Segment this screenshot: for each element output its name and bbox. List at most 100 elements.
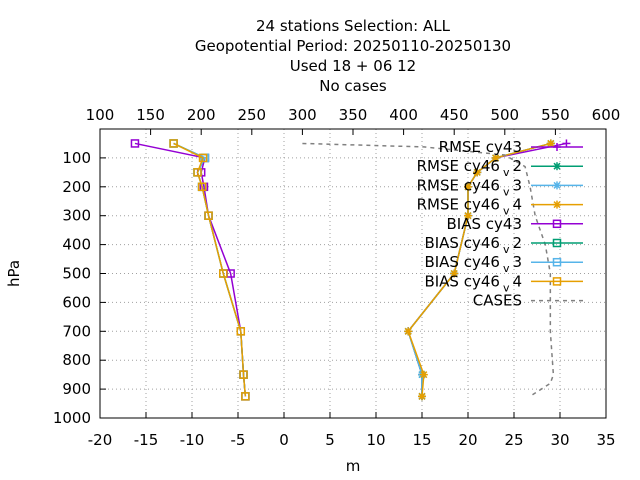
legend-label-sub: v xyxy=(503,205,510,218)
title-line-3: Used 18 + 06 12 xyxy=(289,57,417,75)
marker-part xyxy=(198,153,208,163)
legend-label-tail: 3 xyxy=(512,253,522,271)
data-point xyxy=(197,182,207,192)
data-point xyxy=(193,168,202,177)
marker-part xyxy=(420,371,428,379)
legend-sample-marker xyxy=(553,181,561,190)
legend-label-sub: v xyxy=(503,185,510,198)
legend-label-main: BIAS cy46 xyxy=(424,272,499,290)
data-point xyxy=(239,370,248,379)
marker-part xyxy=(552,238,562,248)
data-point xyxy=(450,269,459,278)
legend-label-tail: 3 xyxy=(512,176,522,194)
legend-label-sub: v xyxy=(503,166,510,179)
legend-label: BIAS cy46 v 4 xyxy=(424,272,522,294)
data-point xyxy=(169,139,178,148)
legend-label-main: RMSE cy43 xyxy=(439,138,522,156)
legend-label-main: RMSE cy46 xyxy=(417,176,500,194)
marker-part xyxy=(553,201,561,209)
marker-part xyxy=(492,154,500,162)
title-line-2: Geopotential Period: 20250110-20250130 xyxy=(194,37,512,55)
legend-sample-marker xyxy=(553,200,561,209)
marker-part xyxy=(236,327,246,336)
legend-label-sub: v xyxy=(503,243,510,256)
x-tick-label: -15 xyxy=(134,431,159,449)
x2-tick-label: 350 xyxy=(339,106,368,124)
legend-label-sub: v xyxy=(503,262,510,275)
legend-label-main: RMSE cy46 xyxy=(417,157,500,175)
legend-sample-marker xyxy=(553,162,561,171)
marker-part xyxy=(464,183,472,191)
legend-label-tail: 4 xyxy=(512,196,522,214)
marker-part xyxy=(239,370,248,379)
x2-tick-label: 450 xyxy=(440,106,469,124)
x-tick-label: 5 xyxy=(325,431,335,449)
y-tick-label: 200 xyxy=(62,178,91,196)
data-point xyxy=(419,370,428,379)
data-point xyxy=(546,139,555,148)
x-tick-label: 10 xyxy=(366,431,385,449)
x-tick-label: 35 xyxy=(596,431,615,449)
x2-tick-label: 500 xyxy=(490,106,519,124)
x-tick-label: -5 xyxy=(231,431,246,449)
data-point xyxy=(404,327,413,336)
legend-label: CASES xyxy=(473,292,522,310)
series-bias-cy46-v4 xyxy=(169,139,250,401)
marker-part xyxy=(464,212,472,220)
data-point xyxy=(491,153,500,162)
y-tick-label: 1000 xyxy=(53,409,91,427)
legend-label-main: RMSE cy46 xyxy=(417,196,500,214)
legend-label-sub: v xyxy=(503,281,510,294)
legend-label: RMSE cy46 v 2 xyxy=(417,157,522,179)
marker-part xyxy=(553,181,561,189)
data-point xyxy=(204,211,213,220)
legend-label-main: CASES xyxy=(473,292,522,310)
legend-sample-marker xyxy=(552,257,562,267)
data-point xyxy=(464,182,472,191)
legend-label: RMSE cy43 xyxy=(439,138,522,156)
marker-part xyxy=(552,277,562,286)
marker-part xyxy=(193,168,202,177)
x2-tick-label: 150 xyxy=(136,106,165,124)
y-tick-label: 100 xyxy=(62,149,91,167)
y-tick-label: 500 xyxy=(62,265,91,283)
title-line-4: No cases xyxy=(319,77,387,95)
legend-label: BIAS cy46 v 3 xyxy=(424,253,522,275)
legend-label: RMSE cy46 v 4 xyxy=(417,196,522,218)
data-point xyxy=(198,153,208,163)
legend-sample-marker xyxy=(553,143,561,151)
series-rmse-cy46-v4 xyxy=(404,139,555,401)
legend-label: RMSE cy46 v 3 xyxy=(417,176,522,198)
data-point xyxy=(562,139,571,148)
x-tick-label: 30 xyxy=(550,431,569,449)
marker-part xyxy=(130,139,140,148)
x2-tick-label: 400 xyxy=(389,106,418,124)
x2-tick-label: 250 xyxy=(237,106,266,124)
x-tick-label: -20 xyxy=(88,431,113,449)
y-tick-label: 300 xyxy=(62,207,91,225)
x2-tick-label: 100 xyxy=(86,106,115,124)
series-bias-cy46-v2 xyxy=(169,139,250,401)
legend-label-tail: 2 xyxy=(512,234,522,252)
x-tick-label: -10 xyxy=(180,431,205,449)
marker-part xyxy=(547,139,555,147)
legend-label: BIAS cy46 v 2 xyxy=(424,234,522,256)
legend-label: BIAS cy43 xyxy=(447,215,522,233)
marker-part xyxy=(404,327,412,335)
x2-tick-label: 550 xyxy=(541,106,570,124)
data-point xyxy=(236,327,246,336)
data-point xyxy=(418,392,426,401)
marker-part xyxy=(552,219,562,229)
marker-part xyxy=(241,392,250,401)
legend-label-main: BIAS cy46 xyxy=(424,253,499,271)
x-axis-label: m xyxy=(346,457,361,475)
x2-tick-label: 300 xyxy=(288,106,317,124)
series-line xyxy=(302,142,555,397)
y-tick-label: 800 xyxy=(62,351,91,369)
y-axis-label: hPa xyxy=(5,260,23,287)
y-tick-label: 600 xyxy=(62,293,91,311)
title-line-1: 24 stations Selection: ALL xyxy=(256,17,450,35)
series-cases xyxy=(302,142,555,397)
